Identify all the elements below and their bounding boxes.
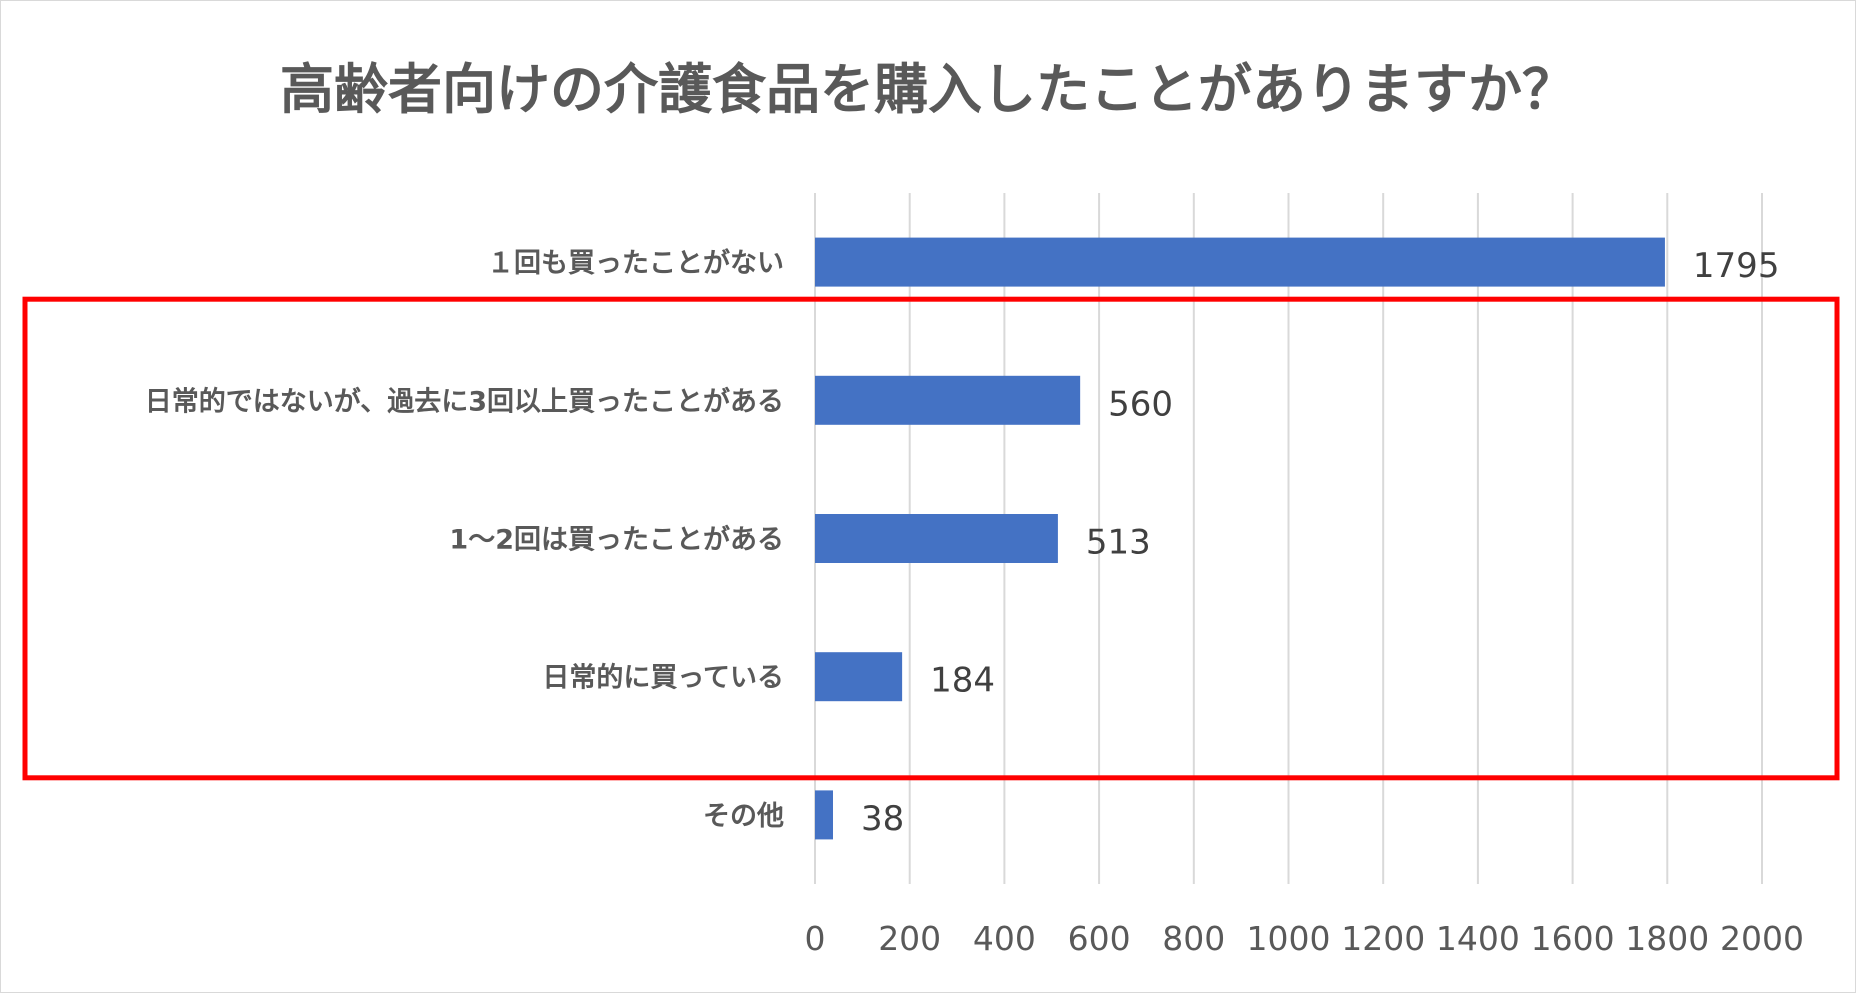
category-label: １回も買ったことがない	[487, 247, 784, 279]
bar	[815, 514, 1058, 563]
x-tick-label: 2000	[1720, 919, 1804, 958]
x-tick-label: 1400	[1436, 919, 1520, 958]
data-label: 38	[861, 799, 904, 839]
data-label: 560	[1108, 384, 1173, 424]
x-tick-label: 1600	[1531, 919, 1615, 958]
chart-title: 高齢者向けの介護食品を購入したことがありますか？	[280, 58, 1576, 121]
highlight-box	[22, 296, 1840, 781]
data-label: 184	[930, 661, 995, 701]
x-tick-label: 1200	[1341, 919, 1425, 958]
x-tick-label: 1800	[1625, 919, 1709, 958]
category-label: 日常的ではないが、過去に3回以上買ったことがある	[145, 385, 784, 417]
x-tick-label: 800	[1162, 919, 1225, 958]
x-tick-label: 1000	[1247, 919, 1331, 958]
gridlines	[814, 193, 1763, 884]
x-tick-label: 200	[878, 919, 941, 958]
x-tick-label: 0	[805, 919, 826, 958]
bar	[815, 652, 903, 702]
category-label: 1〜2回は買ったことがある	[449, 524, 784, 556]
category-label: 日常的に買っている	[542, 662, 784, 694]
x-tick-label: 400	[973, 919, 1036, 958]
data-label: 513	[1086, 523, 1151, 563]
bar	[815, 375, 1081, 425]
bars	[815, 237, 1665, 840]
x-axis-tick-labels: 0 200 400 600 800 1000 1200 1400 1600 1800 2000	[805, 919, 1804, 958]
category-label: その他	[703, 801, 784, 832]
data-label: 1795	[1693, 246, 1780, 286]
data-labels: 1795 560 513 184 38	[861, 246, 1779, 839]
bar	[815, 237, 1665, 287]
x-tick-label: 600	[1068, 919, 1131, 958]
bar	[815, 790, 833, 840]
